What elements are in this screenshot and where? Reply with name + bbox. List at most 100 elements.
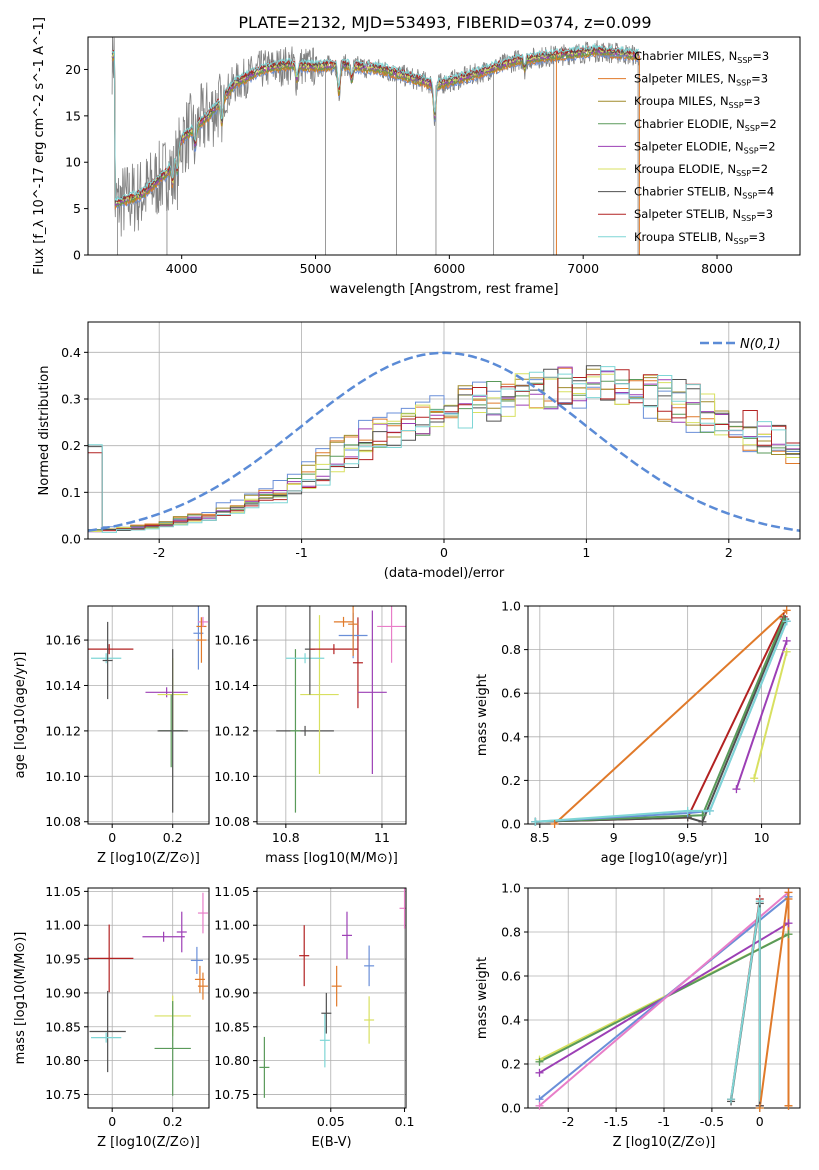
x-axis-label: wavelength [Angstrom, rest frame] xyxy=(330,282,559,297)
panel-weight-vs-Z: -2 -1.5 -1 -0.5 0 0.0 0.2 0.4 0.6 0.8 1.0 Z [log10(… xyxy=(475,881,801,1150)
plot-area xyxy=(535,609,788,824)
y-tick-label: 10.14 xyxy=(45,678,81,693)
x-tick-label: 2 xyxy=(725,545,733,560)
y-tick-label: 10.95 xyxy=(45,952,81,967)
x-tick-label: 0.2 xyxy=(163,1114,183,1129)
x-tick-label: 1 xyxy=(582,545,590,560)
x-tick-label: 0.05 xyxy=(317,1114,345,1129)
panel-mass-vs-Z: 0 0.2 10.75 10.80 10.85 10.90 10.95 11.00 11.05 Z… xyxy=(13,884,210,1150)
y-axis-label: Normed distribution xyxy=(37,366,52,496)
x-tick-label: 10 xyxy=(754,830,770,845)
y-tick-label: 10.85 xyxy=(214,1019,250,1034)
y-tick-label: 0.2 xyxy=(501,773,521,788)
histogram-step xyxy=(88,366,800,539)
axes-frame xyxy=(256,605,407,825)
y-tick-label: 15 xyxy=(65,108,81,123)
panel-weight-vs-age: 8.5 9 9.5 10 0.0 0.2 0.4 0.6 0.8 1.0 age [log10(ag… xyxy=(475,599,801,866)
legend-entry: Salpeter MILES, NSSP=3 xyxy=(634,72,768,88)
y-tick-label: 0.6 xyxy=(501,969,521,984)
y-tick-label: 0.0 xyxy=(501,1101,521,1116)
y-tick-label: 10.12 xyxy=(214,723,250,738)
legend-entry: Salpeter STELIB, NSSP=3 xyxy=(634,207,773,223)
plot-area xyxy=(88,892,208,1096)
histogram-step xyxy=(88,369,800,539)
x-axis-label: mass [log10(M/M⊙)] xyxy=(265,851,398,866)
normal-curve xyxy=(88,351,800,533)
x-tick-label: -0.5 xyxy=(700,1114,724,1129)
y-tick-label: 10.10 xyxy=(45,769,81,784)
y-axis-label: mass weight xyxy=(475,674,490,756)
weight-line xyxy=(538,891,790,1107)
y-tick-label: 0.0 xyxy=(61,532,81,547)
legend-entry: Kroupa MILES, NSSP=3 xyxy=(634,94,760,110)
axes-frame xyxy=(527,605,801,825)
y-tick-label: 1.0 xyxy=(501,881,521,896)
y-tick-label: 20 xyxy=(65,62,81,77)
axes-frame xyxy=(87,887,210,1109)
y-tick-label: 10.95 xyxy=(214,952,250,967)
y-tick-label: 0.4 xyxy=(61,345,81,360)
axes-frame xyxy=(87,36,801,256)
weight-line xyxy=(553,609,788,824)
y-tick-label: 10.90 xyxy=(214,985,250,1000)
y-axis-label: age [log10(age/yr)] xyxy=(13,652,28,779)
x-tick-label: 0 xyxy=(108,830,116,845)
y-tick-label: 10.16 xyxy=(214,633,250,648)
plot-area xyxy=(276,606,406,813)
y-tick-label: 11.05 xyxy=(45,884,81,899)
y-tick-label: 11.00 xyxy=(214,918,250,933)
x-tick-label: 5000 xyxy=(300,261,332,276)
x-tick-label: 8000 xyxy=(701,261,733,276)
x-tick-label: -1 xyxy=(658,1114,670,1129)
weight-line xyxy=(735,640,788,790)
y-tick-label: 10.12 xyxy=(45,723,81,738)
x-axis-label: Z [log10(Z/Z⊙)] xyxy=(97,851,200,866)
plot-area xyxy=(88,351,800,539)
panel-residual-hist: -2 -1 0 1 2 0.0 0.1 0.2 0.3 0.4 (data-model)/error… xyxy=(37,321,801,581)
weight-line xyxy=(535,620,788,823)
x-axis-label: (data-model)/error xyxy=(384,566,505,581)
y-tick-label: 1.0 xyxy=(501,599,521,614)
panel-age-vs-mass: 10.8 11 10.08 10.10 10.12 10.14 10.16 mass [log… xyxy=(214,605,407,866)
y-tick-label: 10.08 xyxy=(45,814,81,829)
x-tick-label: 0 xyxy=(756,1114,764,1129)
y-axis-label: Flux [f_λ 10^-17 erg cm^-2 s^-1 A^-1] xyxy=(32,17,47,275)
x-axis-label: Z [log10(Z/Z⊙)] xyxy=(97,1135,200,1150)
weight-line xyxy=(535,620,788,823)
x-axis-label: Z [log10(Z/Z⊙)] xyxy=(613,1135,716,1150)
y-tick-label: 0.6 xyxy=(501,686,521,701)
legend-entry: Chabrier ELODIE, NSSP=2 xyxy=(634,117,777,133)
y-tick-label: 0 xyxy=(73,248,81,263)
y-tick-label: 0.1 xyxy=(61,485,81,500)
y-axis-label: mass [log10(M/M⊙)] xyxy=(13,932,28,1065)
plot-area xyxy=(88,606,208,813)
axes-frame xyxy=(256,887,407,1109)
legend-entry: Kroupa STELIB, NSSP=3 xyxy=(634,230,765,246)
x-tick-label: 0 xyxy=(108,1114,116,1129)
spectrum-model-line xyxy=(111,51,640,211)
y-tick-label: 10.10 xyxy=(214,769,250,784)
x-tick-label: 10.8 xyxy=(272,830,300,845)
x-tick-label: -2 xyxy=(562,1114,574,1129)
x-tick-label: 9.5 xyxy=(678,830,698,845)
y-tick-label: 10.80 xyxy=(45,1053,81,1068)
x-tick-label: 7000 xyxy=(567,261,599,276)
y-tick-label: 10.85 xyxy=(45,1019,81,1034)
spectrum-model-line xyxy=(111,43,639,202)
x-tick-label: -1 xyxy=(295,545,307,560)
axes-frame xyxy=(87,605,210,825)
panel-spectrum: 4000 5000 6000 7000 8000 0 5 10 15 20 wavelength [… xyxy=(32,17,801,297)
x-tick-label: 9 xyxy=(610,830,618,845)
y-tick-label: 11.05 xyxy=(214,884,250,899)
panel-mass-vs-ebv: 0.05 0.1 10.75 10.80 10.85 10.90 10.95 11.00 11.… xyxy=(214,884,414,1150)
y-tick-label: 10.08 xyxy=(214,814,250,829)
legend-entry: Chabrier MILES, NSSP=3 xyxy=(634,49,769,65)
panel-age-vs-Z: 0 0.2 10.08 10.10 10.12 10.14 10.16 Z [log10(Z/… xyxy=(13,605,210,866)
legend-entry: Kroupa ELODIE, NSSP=2 xyxy=(634,162,768,178)
y-tick-label: 10 xyxy=(65,155,81,170)
y-axis-label: mass weight xyxy=(475,957,490,1039)
y-tick-label: 10.16 xyxy=(45,633,81,648)
y-tick-label: 0.2 xyxy=(501,1057,521,1072)
